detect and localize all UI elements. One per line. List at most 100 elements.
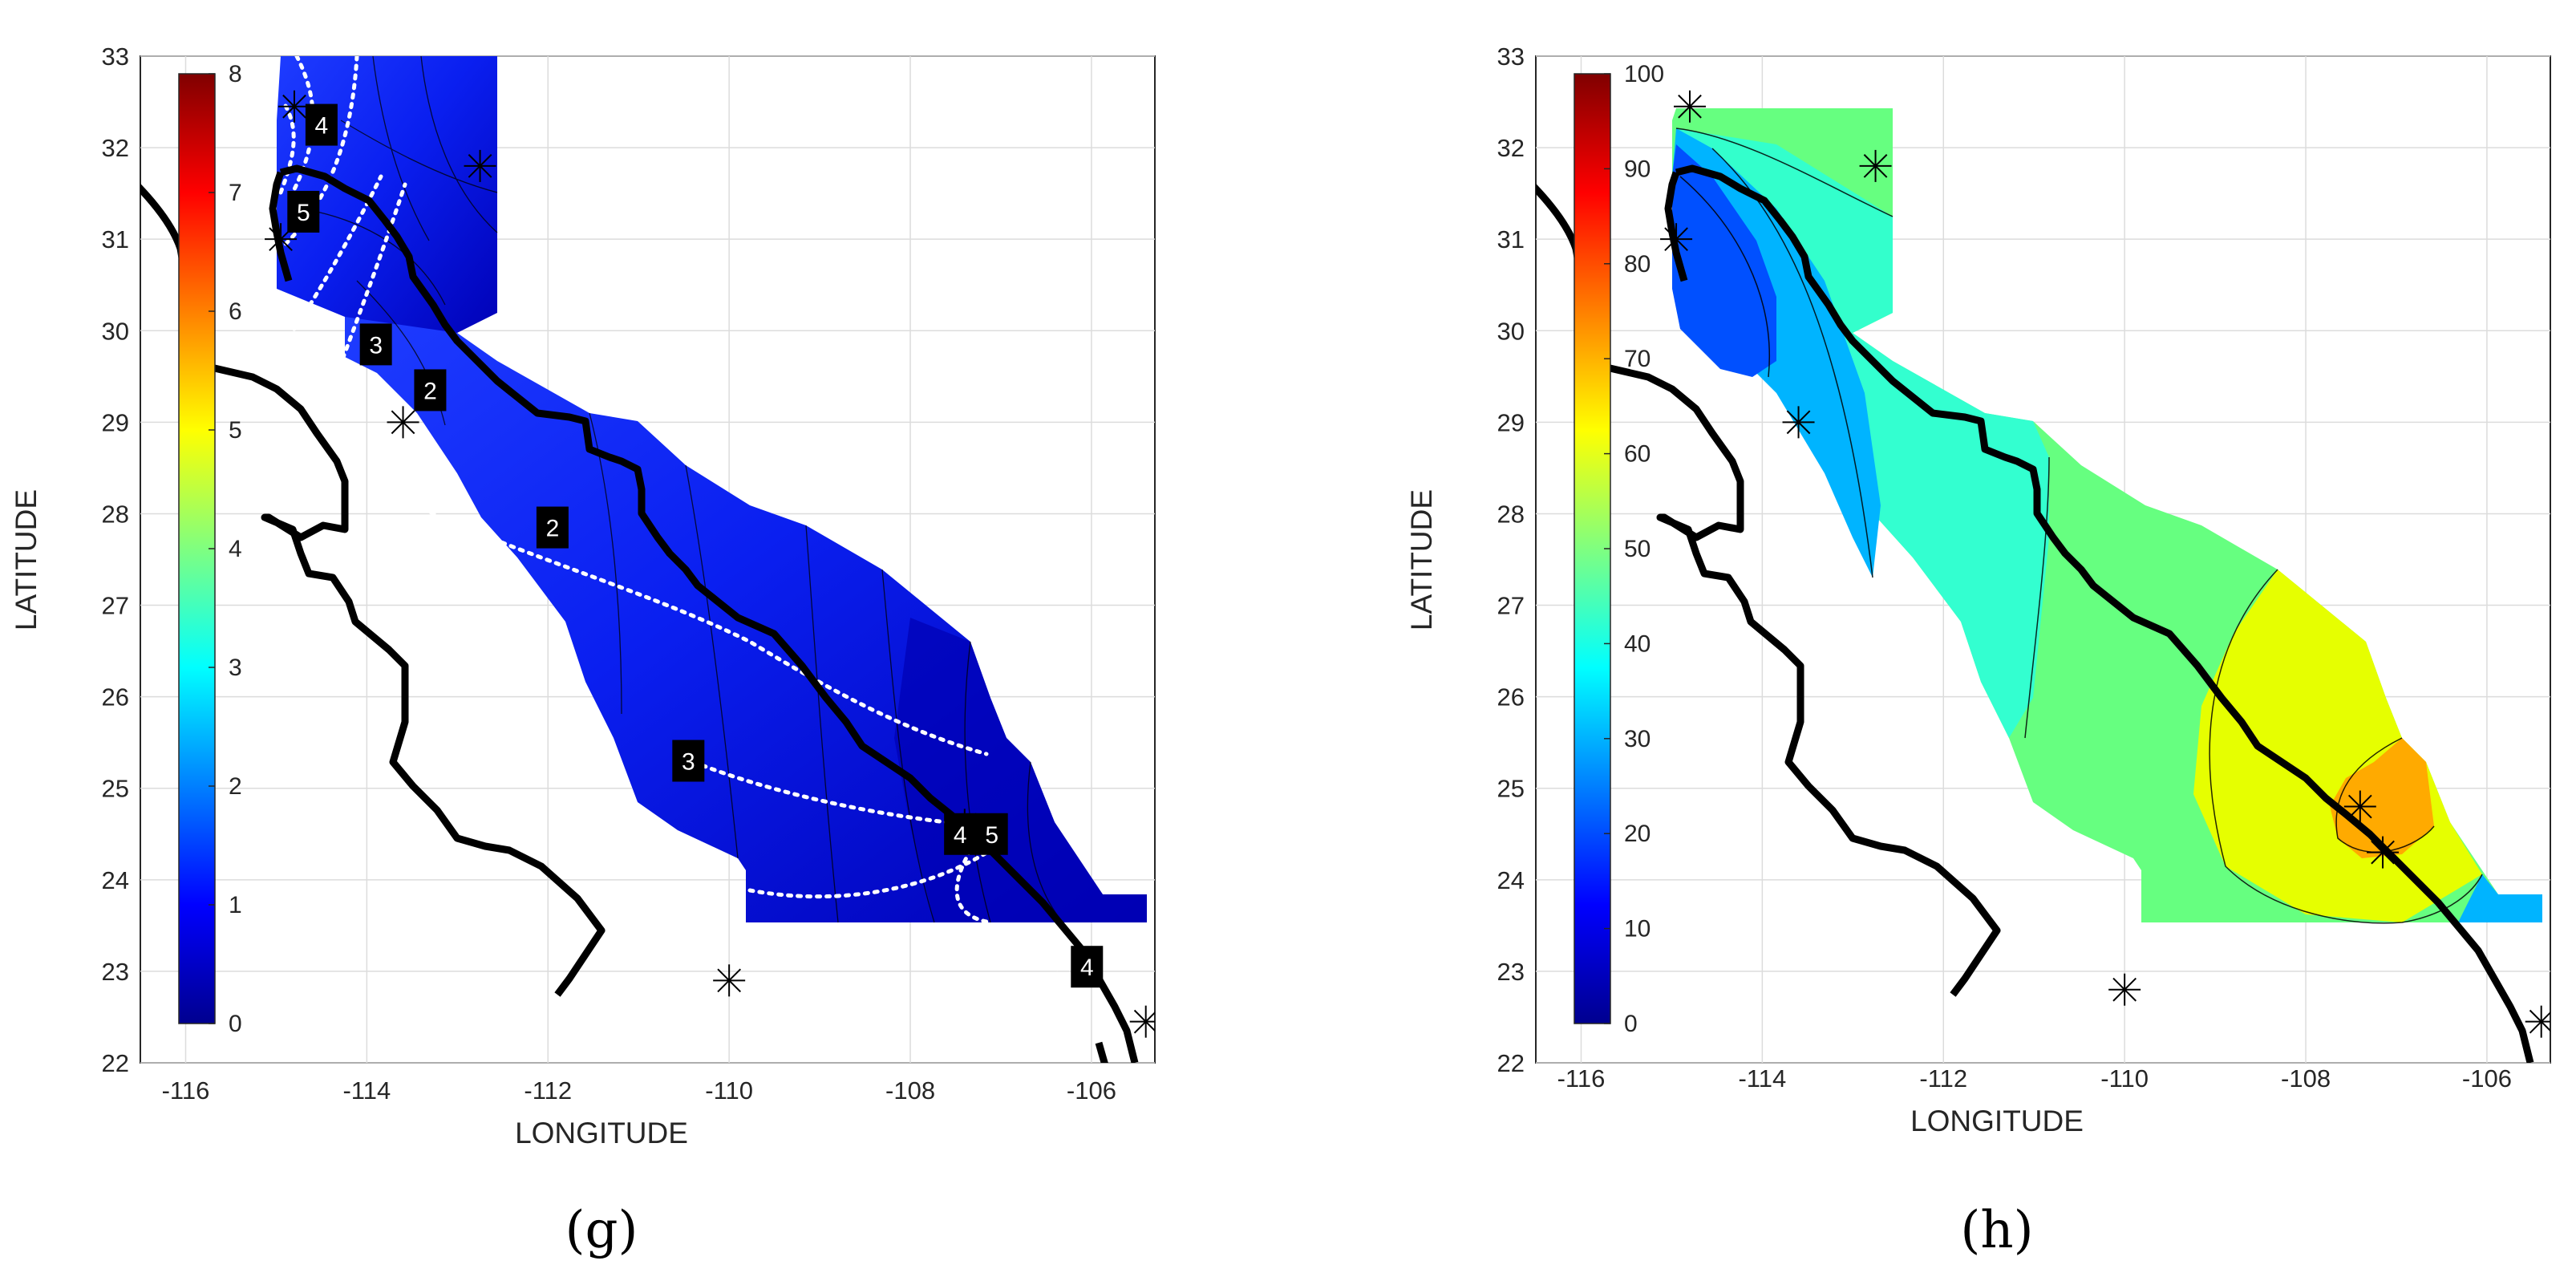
y-tick-label: 22 [1497, 1049, 1525, 1077]
y-tick-label: 33 [102, 43, 129, 71]
station-asterisk-icon [2525, 1005, 2550, 1038]
station-asterisk-icon [387, 406, 419, 439]
y-tick-label: 30 [1497, 317, 1525, 345]
y-tick-label: 24 [102, 866, 129, 894]
colorbar-tick-label: 8 [229, 61, 242, 87]
colorbar-tick-label: 1 [229, 892, 242, 918]
colorbar-tick-label: 30 [1624, 726, 1651, 752]
y-tick-label: 25 [1497, 775, 1525, 803]
x-tick-label: -106 [1067, 1076, 1116, 1105]
coastline-g [140, 183, 1108, 1063]
y-tick-label: 27 [1497, 592, 1525, 620]
y-tick-label: 27 [102, 592, 129, 620]
y-tick-label: 23 [1497, 958, 1525, 986]
x-tick-label: -114 [342, 1076, 391, 1105]
colorbar-tick-label: 70 [1624, 346, 1651, 372]
colorbar-tick-label: 0 [229, 1011, 242, 1037]
x-tick-label: -116 [1557, 1064, 1606, 1092]
contour-label: 3 [682, 749, 695, 776]
station-asterisk-icon [464, 149, 496, 182]
station-markers-h [1660, 90, 2550, 1038]
colorbar-tick-label: 2 [229, 773, 242, 800]
field-blue-h [1672, 144, 1776, 377]
isolines-h [1675, 128, 2483, 924]
x-tick-label: -112 [524, 1076, 572, 1105]
y-tick-label: 26 [102, 683, 129, 711]
contour-label-box [305, 103, 338, 146]
y-tick-label: 33 [1497, 43, 1525, 71]
station-asterisk-icon [1660, 223, 1693, 256]
coastline-east-g [269, 164, 1139, 1063]
y-tick-label: 24 [1497, 866, 1525, 894]
station-asterisk-icon [1859, 149, 1892, 182]
x-tick-labels-h: -116 -114 -112 -110 -108 -106 [1557, 1064, 2512, 1092]
y-tick-label: 26 [1497, 683, 1525, 711]
y-axis-label-h: LATITUDE [1405, 489, 1438, 630]
y-tick-labels-g: 22 23 24 25 26 27 28 29 30 31 32 33 [102, 43, 129, 1077]
colorbar-tick-label: 10 [1624, 916, 1651, 943]
contour-label: 4 [1080, 955, 1094, 981]
colorbar-ticks-h: 0 10 20 30 40 50 60 70 80 90 100 [1604, 61, 1664, 1037]
colorbar-tick-label: 50 [1624, 536, 1651, 562]
panel-label-h: (h) [1960, 1201, 2033, 1260]
x-tick-label: -106 [2462, 1064, 2512, 1092]
station-asterisk-icon [1129, 1005, 1155, 1038]
x-tick-label: -110 [2100, 1064, 2149, 1092]
y-tick-label: 31 [1497, 225, 1525, 253]
contour-label: 5 [985, 822, 998, 849]
x-tick-label: -110 [705, 1076, 753, 1105]
station-asterisk-icon [1674, 90, 1707, 123]
y-tick-label: 29 [1497, 408, 1525, 436]
contour-label-box [359, 323, 392, 366]
contour-label-box [944, 813, 977, 855]
x-tick-labels-g: -116 -114 -112 -110 -108 -106 [162, 1076, 1116, 1105]
x-tick-label: -108 [885, 1076, 935, 1105]
colorbar-tick-label: 0 [1624, 1011, 1638, 1037]
y-tick-label: 22 [102, 1049, 129, 1077]
y-tick-label: 32 [102, 134, 129, 162]
y-tick-label: 28 [102, 500, 129, 528]
colorbar-tick-label: 7 [229, 180, 242, 206]
y-tick-label: 29 [102, 408, 129, 436]
contour-label-box [287, 190, 320, 233]
colorbar-tick-label: 6 [229, 298, 242, 325]
contour-label-box [1071, 946, 1104, 988]
y-tick-label: 25 [102, 775, 129, 803]
y-tick-label: 31 [102, 225, 129, 253]
station-asterisk-icon [2367, 836, 2400, 869]
colorbar-h: 0 10 20 30 40 50 60 70 80 90 100 [1574, 61, 1664, 1037]
field-east-edge-h [2458, 874, 2542, 922]
colorbar-tick-label: 80 [1624, 251, 1651, 278]
contour-label-box [672, 740, 705, 782]
colorbar-tick-label: 90 [1624, 156, 1651, 182]
colorbar-tick-label: 3 [229, 655, 242, 681]
colorbar-g: 0 1 2 3 4 5 6 7 8 [178, 61, 242, 1037]
panel-label-g: (g) [565, 1201, 638, 1260]
contour-label: 2 [423, 378, 437, 404]
x-tick-label: -114 [1738, 1064, 1786, 1092]
y-axis-label-g: LATITUDE [10, 489, 43, 630]
field-orange-h [2330, 738, 2434, 858]
colorbar-tick-label: 20 [1624, 821, 1651, 847]
contour-label: 2 [546, 516, 560, 542]
x-tick-label: -116 [162, 1076, 210, 1105]
contour-label: 3 [369, 332, 383, 359]
coastline-h [1536, 164, 2534, 1063]
colorbar-tick-label: 100 [1624, 61, 1664, 87]
station-asterisk-icon [278, 90, 311, 123]
contour-label: 4 [954, 822, 967, 849]
colorbar-tick-label: 4 [229, 536, 242, 562]
contour-label: 4 [315, 113, 329, 140]
x-tick-label: -108 [2281, 1064, 2331, 1092]
x-axis-label-g: LONGITUDE [515, 1117, 688, 1149]
colorbar-tick-label: 5 [229, 417, 242, 444]
contour-label-box [414, 369, 447, 411]
x-tick-label: -112 [1919, 1064, 1967, 1092]
contour-label-box [975, 813, 1008, 855]
y-tick-label: 32 [1497, 134, 1525, 162]
y-tick-label: 23 [102, 958, 129, 986]
colorbar-tick-label: 40 [1624, 630, 1651, 657]
